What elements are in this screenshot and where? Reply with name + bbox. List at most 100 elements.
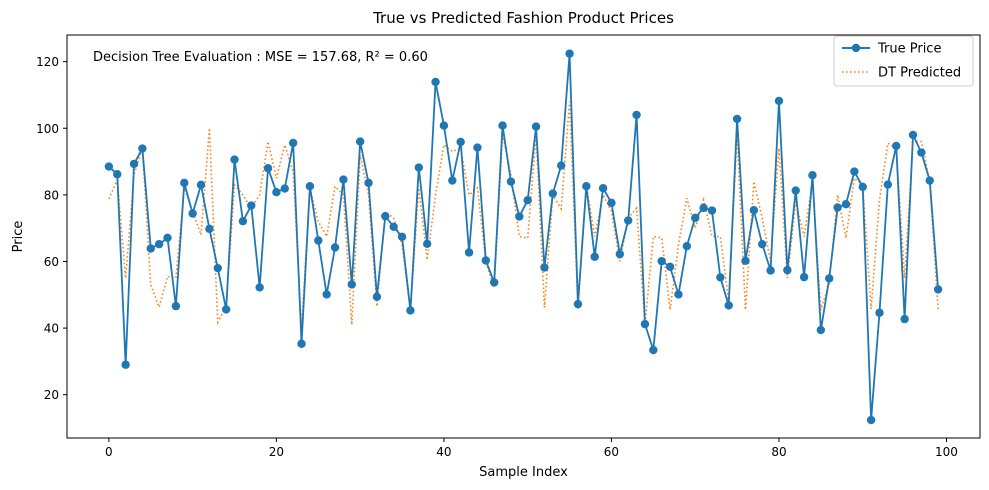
evaluation-annotation: Decision Tree Evaluation : MSE = 157.68,… [93,50,428,65]
true-price-marker [741,256,750,266]
true-price-marker [716,273,725,282]
y-tick-label: 60 [44,255,59,269]
true-price-marker [196,180,206,190]
true-price-marker [330,243,340,252]
true-price-marker [573,299,583,309]
true-price-marker [473,143,482,152]
true-price-marker [288,138,298,148]
x-axis-label: Sample Index [479,465,568,480]
true-price-marker [917,148,926,157]
true-price-marker [632,110,641,120]
true-price-marker [816,325,826,335]
y-axis-label: Price [11,221,26,253]
series-true-price [104,49,943,425]
plot-area: 0 20 40 60 80 100 20 40 60 80 100 120 Decision Tre… [36,34,981,459]
true-price-marker [498,121,507,130]
true-price-marker [439,121,449,130]
y-tick-label: 40 [44,322,59,336]
true-price-marker [925,176,934,185]
true-price-marker [272,188,281,197]
x-tick-label: 0 [105,445,113,459]
true-price-marker [221,305,231,314]
true-price-marker [322,290,331,299]
true-price-marker [933,285,943,294]
true-price-marker [699,203,708,213]
true-price-marker [850,167,859,176]
true-price-marker [431,77,440,87]
true-price-marker [372,292,382,301]
true-price-marker [908,130,918,140]
true-price-marker [841,199,851,209]
true-price-marker [205,224,214,234]
true-price-marker [397,232,407,242]
true-price-marker [582,182,591,191]
y-tick-label: 20 [44,388,59,402]
true-price-marker [188,209,197,218]
true-price-marker [481,256,491,265]
true-price-marker [649,345,658,355]
true-price-marker [858,182,867,192]
true-price-line [108,53,940,421]
y-tick-label: 120 [36,55,59,69]
true-price-marker [364,178,373,188]
true-price-marker [406,306,415,315]
true-price-marker [104,162,114,171]
true-price-marker [523,195,532,205]
true-price-marker [129,159,139,169]
true-price-marker [749,205,759,215]
true-price-marker [892,141,901,151]
true-price-marker [665,262,675,272]
true-price-marker [808,171,817,180]
true-price-marker [121,360,130,369]
true-price-marker [674,290,683,299]
y-axis: 20 40 60 80 100 120 [36,55,67,402]
true-price-marker [531,122,541,131]
true-price-marker [263,164,273,173]
true-price-marker [314,236,323,245]
true-price-marker [456,137,465,147]
true-price-marker [247,201,256,210]
true-price-marker [900,314,909,324]
true-price-marker [833,203,842,212]
true-price-marker [615,249,625,259]
true-price-marker [707,206,717,215]
true-price-marker [565,49,574,58]
true-price-marker [866,415,876,425]
true-price-marker [624,216,633,225]
true-price-marker [213,263,222,273]
true-price-marker [791,186,800,195]
true-price-marker [758,239,767,249]
dt-predicted-line [108,101,939,329]
true-price-marker [297,339,306,348]
legend: True Price DT Predicted [833,35,974,87]
x-tick-label: 40 [436,445,451,459]
true-price-marker [657,256,666,266]
true-price-marker [255,283,264,292]
true-price-marker [163,233,172,243]
y-tick-label: 80 [44,188,59,202]
true-price-marker [339,175,348,184]
y-tick-label: 100 [36,122,59,136]
x-axis: 0 20 40 60 80 100 [105,438,958,459]
true-price-marker [381,211,390,221]
true-price-marker [540,263,549,272]
legend-true-price-marker [851,43,861,53]
true-price-marker [448,176,457,185]
true-price-marker [464,248,474,257]
true-price-marker [230,155,239,164]
true-price-marker [783,265,792,275]
true-price-marker [590,252,599,262]
true-price-marker [774,96,784,106]
true-price-marker [724,301,733,310]
true-price-marker [414,163,423,172]
true-price-marker [113,170,122,179]
true-price-marker [883,180,893,189]
true-price-marker [598,184,608,193]
x-tick-label: 20 [269,445,284,459]
chart-title: True vs Predicted Fashion Product Prices [372,9,674,27]
true-price-marker [171,301,181,311]
true-price-marker [355,137,365,146]
series-dt-predicted [108,101,939,329]
